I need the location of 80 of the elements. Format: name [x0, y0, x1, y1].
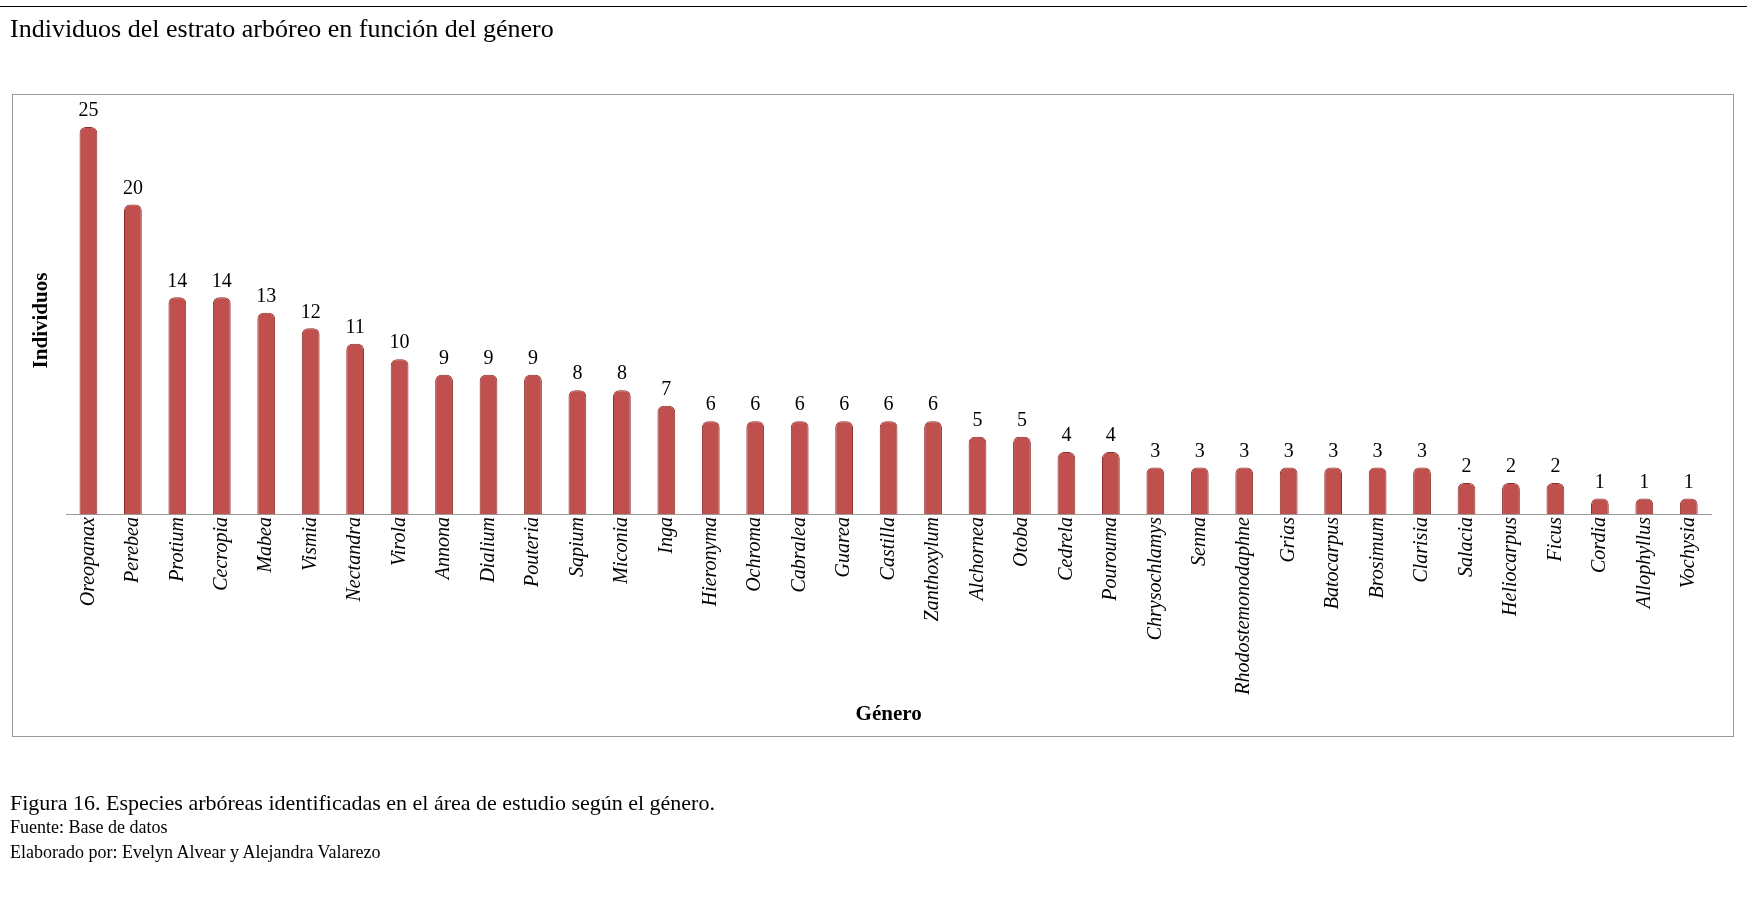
x-tick-label: Cordia	[1587, 517, 1610, 573]
x-tick-label: Pouteria	[520, 517, 543, 589]
x-axis-title: Género	[855, 700, 922, 725]
data-label: 4	[1105, 423, 1116, 446]
data-label: 3	[1239, 438, 1250, 461]
x-tick-label: Castilla	[875, 517, 898, 581]
x-tick-label: Cabralea	[786, 517, 809, 593]
x-tick-label: Sapium	[564, 517, 588, 578]
data-label: 2	[1505, 454, 1516, 477]
x-tick-label: Ficus	[1542, 516, 1565, 563]
x-tick-label: Inga	[653, 517, 677, 555]
data-label: 6	[794, 392, 805, 415]
x-tick-label: Batocarpus	[1320, 516, 1344, 610]
data-label: 25	[78, 98, 99, 121]
x-tick-label: Grias	[1275, 516, 1298, 563]
data-label: 13	[256, 284, 277, 307]
data-label: 14	[211, 268, 232, 291]
x-tick-label: Cedrela	[1053, 517, 1076, 581]
data-label: 5	[1016, 407, 1027, 430]
x-tick-label: Protium	[164, 517, 187, 583]
data-label: 8	[616, 361, 627, 384]
x-tick-label: Vismia	[297, 517, 320, 572]
x-tick-label: Brosimum	[1364, 517, 1387, 599]
x-tick-label: Perebea	[120, 517, 143, 584]
x-tick-label: Hieronyma	[698, 517, 722, 608]
x-tick-label: Rhodostemonodaphne	[1231, 516, 1255, 696]
data-label: 6	[750, 392, 761, 415]
data-label: 3	[1328, 438, 1339, 461]
data-label: 3	[1372, 438, 1383, 461]
data-label: 4	[1061, 423, 1072, 446]
x-tick-label: Nectandra	[342, 517, 365, 603]
x-tick-label: Zanthoxylum	[920, 517, 944, 622]
text: Elaborado por: Evelyn Alvear y Alejandra Valarezo	[10, 841, 382, 864]
data-label: 6	[839, 392, 850, 415]
x-tick-label: Alchornea	[964, 517, 987, 603]
data-label: 5	[972, 407, 983, 430]
data-label: 2	[1550, 454, 1561, 477]
data-label: 3	[1150, 438, 1161, 461]
x-tick-label: Annona	[431, 517, 454, 582]
data-label: 10	[389, 330, 410, 353]
x-tick-label: Virola	[386, 517, 409, 566]
x-tick-label: Pourouma	[1098, 517, 1121, 602]
x-tick-label: Allophyllus	[1631, 516, 1655, 611]
x-tick-label: Senna	[1187, 517, 1210, 566]
data-label: 3	[1417, 438, 1428, 461]
x-tick-label: Oreopanax	[75, 516, 99, 607]
data-label: 9	[527, 345, 538, 368]
data-label: 14	[167, 268, 188, 291]
data-label: 6	[883, 392, 894, 415]
data-label: 3	[1283, 438, 1294, 461]
data-label: 9	[439, 345, 450, 368]
x-tick-label: Miconia	[609, 517, 632, 585]
x-tick-label: Cecropia	[209, 517, 233, 591]
data-label: 6	[705, 392, 716, 415]
text: Figura 16. Especies arbóreas identificadas en el área de estudio según el género.	[10, 790, 715, 815]
x-tick-label: Mabea	[253, 517, 276, 574]
x-tick-label: Salacia	[1453, 517, 1476, 578]
x-tick-label: Heliocarpus	[1498, 516, 1522, 617]
data-label: 6	[928, 392, 939, 415]
data-label: 12	[300, 299, 321, 322]
data-label: 20	[122, 175, 143, 198]
x-tick-label: Otoba	[1009, 517, 1032, 568]
x-tick-label: Guarea	[831, 517, 854, 578]
data-label: 1	[1639, 469, 1650, 492]
source-note: Fuente: Base de datos	[10, 816, 169, 839]
chart-title: Individuos del estrato arbóreo en función del género	[10, 14, 554, 44]
data-label: 11	[345, 315, 365, 337]
data-label: 2	[1461, 454, 1472, 477]
data-label: 7	[661, 376, 672, 399]
x-tick-label: Chrysochlamys	[1142, 516, 1166, 641]
x-tick-label: Ochroma	[742, 517, 765, 592]
x-tick-label: Clarisia	[1409, 517, 1432, 583]
data-label: 1	[1594, 469, 1605, 492]
data-label: 9	[483, 345, 494, 368]
data-label: 8	[572, 361, 583, 384]
x-tick-label: Dialium	[475, 517, 498, 584]
x-tick-label: Vochysia	[1676, 517, 1700, 589]
data-label: 3	[1194, 438, 1205, 461]
data-label: 1	[1683, 469, 1694, 492]
y-axis-title: Individuos	[28, 272, 53, 369]
